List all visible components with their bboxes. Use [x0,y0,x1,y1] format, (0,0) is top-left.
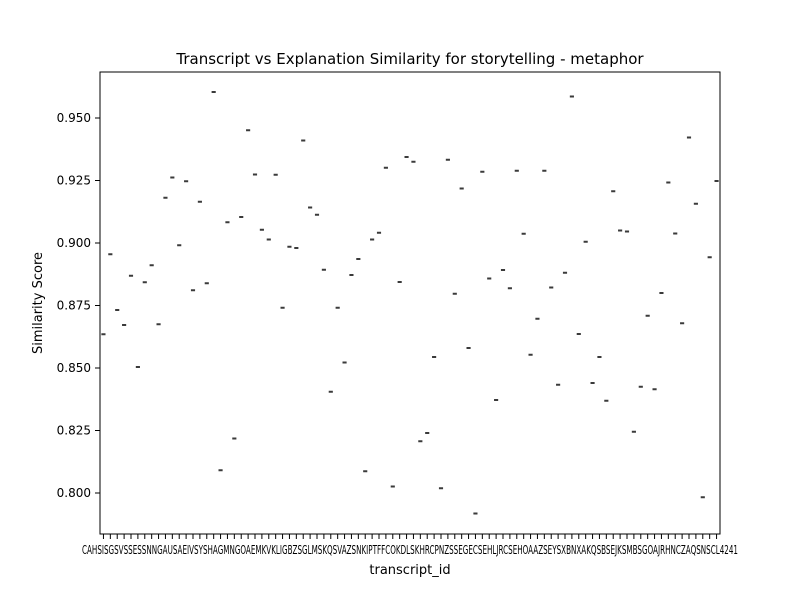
y-tick-label: 0.875 [57,299,91,313]
y-tick-label: 0.925 [57,174,91,188]
y-axis-label: Similarity Score [31,252,46,354]
y-tick-label: 0.825 [57,424,91,438]
chart-title: Transcript vs Explanation Similarity for… [175,50,644,68]
x-axis [102,534,718,539]
plot-frame [99,71,721,535]
y-tick-label: 0.900 [57,236,91,250]
y-axis: 0.800 0.825 0.850 0.875 0.900 0.925 0.950 [57,111,100,500]
x-tick-labels: CAHSISGSVSSESSNNGAUSAEIVSYSHAGMNGOAEMKVK… [82,543,738,557]
data-marks [101,91,719,515]
x-axis-label: transcript_id [369,563,450,578]
y-tick-label: 0.850 [57,361,91,375]
y-tick-label: 0.800 [57,486,91,500]
y-tick-label: 0.950 [57,111,91,125]
